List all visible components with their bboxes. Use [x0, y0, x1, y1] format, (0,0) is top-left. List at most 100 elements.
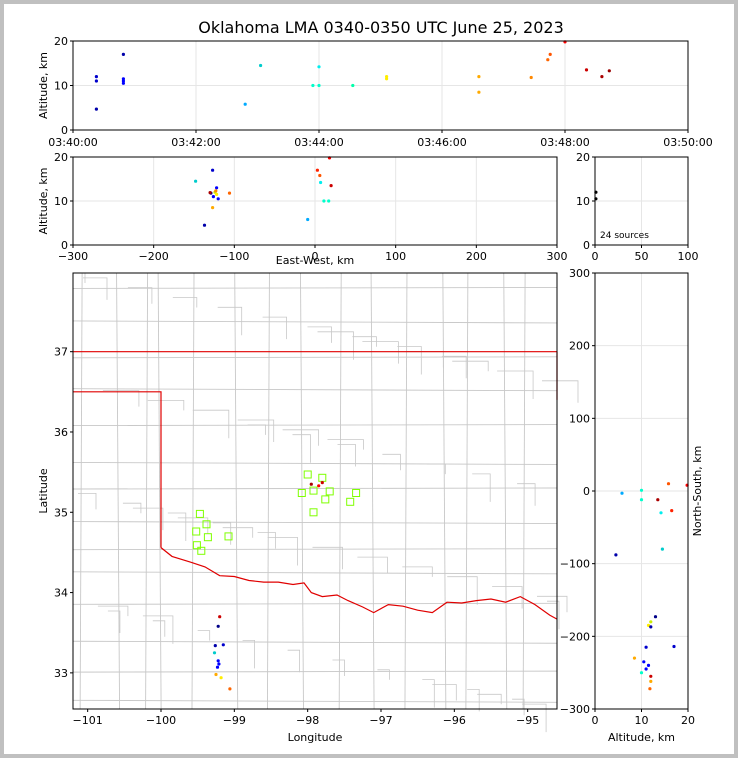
plan-view-point [213, 644, 217, 648]
hist-y-tick-label: 10 [576, 195, 590, 208]
north-south-point [644, 645, 648, 649]
north-south-point [646, 623, 651, 628]
time-y-tick-label: 10 [54, 80, 68, 93]
county-boundary [432, 684, 457, 701]
county-boundary [292, 434, 311, 463]
county-boundary [267, 537, 298, 566]
county-boundary [127, 287, 153, 304]
county-boundary [142, 615, 174, 644]
map-x-tick-label: −100 [146, 714, 176, 727]
east-west-point [329, 184, 333, 188]
north-south-point [620, 491, 624, 495]
ew-x-axis-label: East-West, km [276, 254, 354, 267]
map-x-tick-label: −98 [296, 714, 319, 727]
east-west-point [211, 195, 215, 199]
county-boundary [352, 336, 377, 347]
east-west-point [202, 223, 207, 227]
time-height-point [477, 75, 481, 79]
county-boundary [212, 522, 232, 545]
county-boundary [192, 409, 230, 439]
map-y-axis-label: Latitude [37, 468, 50, 514]
county-boundary [257, 532, 276, 549]
north-south-point [660, 547, 665, 551]
county-boundary [222, 527, 254, 538]
county-boundary [177, 517, 209, 534]
time-height-point [477, 90, 481, 94]
north-south-point [649, 674, 653, 678]
time-height-point [385, 77, 389, 81]
county-boundary [152, 620, 166, 637]
county-boundary [197, 630, 211, 641]
hist-x-tick-label: 100 [678, 250, 699, 263]
county-boundary [167, 512, 187, 541]
east-west-point [306, 217, 310, 222]
time-height-point [317, 65, 321, 69]
county-boundary [357, 556, 388, 574]
county-boundary [72, 571, 558, 575]
time-height-point [607, 69, 611, 73]
north-south-point [639, 498, 644, 502]
ew-x-tick-label: 200 [466, 250, 487, 263]
county-boundary [72, 356, 558, 359]
map-y-tick-label: 33 [54, 667, 68, 680]
ew-x-tick-label: 300 [547, 250, 568, 263]
ns-y-tick-label: 100 [569, 412, 590, 425]
time-x-tick-label: 03:42:00 [171, 136, 220, 149]
north-south-point [670, 509, 674, 513]
county-boundary [122, 502, 142, 514]
county-boundary [467, 689, 480, 712]
lma-figure: Oklahoma LMA 0340-0350 UTC June 25, 2023… [37, 18, 713, 744]
figure-canvas: Oklahoma LMA 0340-0350 UTC June 25, 2023… [4, 4, 734, 754]
county-boundary [72, 462, 558, 465]
county-boundary [427, 463, 446, 475]
lma-station-marker [195, 509, 204, 518]
time-height-point [548, 52, 552, 57]
time-y-tick-label: 20 [54, 35, 68, 48]
east-west-point [227, 191, 232, 195]
county-boundary [72, 487, 558, 490]
county-boundary [362, 341, 399, 364]
county-boundary [547, 600, 560, 630]
north-south-point [646, 663, 651, 668]
time-x-tick-label: 03:48:00 [540, 136, 589, 149]
county-boundary [442, 272, 447, 710]
ns-y-axis-label: North-South, km [691, 446, 704, 537]
county-boundary [72, 602, 558, 605]
county-boundary [72, 670, 558, 673]
county-boundary [492, 586, 523, 609]
county-boundary [397, 346, 422, 375]
time-height-point [600, 75, 604, 79]
red-river-border [160, 547, 558, 620]
county-boundary [402, 566, 433, 577]
north-south-point [642, 660, 646, 664]
lma-station-marker [325, 487, 334, 496]
county-boundary [72, 286, 558, 289]
north-south-point [639, 671, 644, 675]
county-boundary [145, 272, 149, 710]
county-boundary [237, 419, 275, 442]
map-x-tick-label: −95 [516, 714, 539, 727]
ns-y-tick-label: 0 [583, 485, 590, 498]
north-south-point [649, 679, 653, 684]
marks-layer [94, 40, 689, 691]
plan-view-point [218, 615, 222, 619]
lma-station-marker [309, 508, 318, 517]
ew-y-tick-label: 10 [54, 195, 68, 208]
map-y-tick-label: 35 [54, 506, 68, 519]
ns-x-axis-label: Altitude, km [608, 731, 675, 744]
county-boundary [512, 698, 525, 716]
time-y-axis-label: Altitude, km [37, 52, 50, 119]
north-south-point [672, 644, 676, 649]
lma-station-marker [352, 489, 361, 497]
lma-station-marker [203, 533, 212, 542]
map-y-tick-label: 36 [54, 426, 68, 439]
county-boundary [317, 331, 354, 360]
source-count: 24 sources [600, 231, 649, 241]
ns-y-tick-label: −200 [560, 630, 590, 643]
time-height-point [317, 83, 321, 88]
time-height-point [259, 63, 263, 68]
east-west-point [319, 180, 323, 185]
north-south-point [632, 656, 637, 660]
north-south-point [649, 620, 653, 624]
hist-x-tick-label: 50 [635, 250, 649, 263]
